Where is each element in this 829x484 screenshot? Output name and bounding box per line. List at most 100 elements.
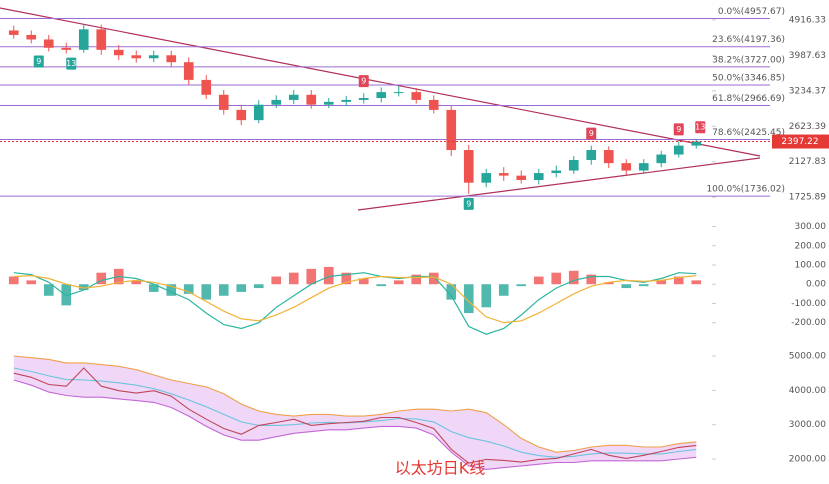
- y-tick-label: 0.00: [806, 280, 826, 290]
- fib-label: 50.0%(3346.85): [712, 74, 785, 84]
- macd-bar: [481, 284, 492, 308]
- candle-body: [656, 154, 667, 164]
- macd-bar: [411, 274, 422, 285]
- sequence-marker: [358, 75, 369, 88]
- upper-line: [13, 355, 697, 453]
- band-fill: [13, 356, 697, 470]
- candle-body: [323, 101, 334, 105]
- macd-bar: [586, 274, 597, 285]
- candle-body: [306, 94, 317, 105]
- sequence-marker: [33, 55, 44, 68]
- candle-body: [428, 99, 439, 110]
- macd-bar: [358, 278, 369, 285]
- macd-bar: [428, 272, 439, 285]
- sequence-marker: [586, 127, 597, 140]
- macd-bar: [568, 270, 579, 285]
- candle-body: [96, 29, 107, 50]
- y-tick-label: 5000.00: [789, 351, 826, 361]
- macd-bar: [323, 266, 334, 285]
- y-tick-label: 1725.89: [789, 193, 826, 203]
- macd-line: [13, 272, 697, 335]
- sequence-marker: [673, 123, 684, 136]
- candle-body: [8, 30, 19, 35]
- macd-bar: [516, 284, 527, 287]
- fib-label: 38.2%(3727.00): [712, 55, 785, 65]
- macd-bar: [166, 284, 177, 296]
- y-tick-label: 4916.33: [789, 15, 826, 25]
- macd-bar: [446, 284, 457, 300]
- candle-body: [516, 175, 527, 181]
- y-tick-label: 3234.37: [789, 86, 826, 96]
- macd-bar: [218, 284, 229, 296]
- macd-bar: [236, 284, 247, 292]
- y-tick-label: 200.00: [795, 241, 827, 251]
- candle-body: [61, 47, 72, 50]
- candle-body: [411, 92, 422, 100]
- candle-body: [341, 99, 352, 102]
- macd-bar: [603, 282, 614, 285]
- sequence-label: 9: [361, 77, 366, 86]
- macd-bar: [691, 280, 702, 285]
- candle-body: [621, 163, 632, 171]
- candle-body: [446, 109, 457, 151]
- macd-bar: [183, 284, 194, 294]
- candle-body: [551, 170, 562, 174]
- macd-line: [13, 274, 697, 324]
- candle-body: [463, 150, 474, 183]
- candle-body: [376, 92, 387, 99]
- sequence-label: 13: [66, 59, 76, 68]
- macd-bar: [26, 280, 37, 285]
- macd-bar: [638, 284, 649, 287]
- fib-label: 23.6%(4197.36): [712, 35, 785, 45]
- y-tick-label: 3000.00: [789, 420, 826, 430]
- macd-bar: [253, 284, 264, 289]
- macd-bar: [201, 284, 212, 300]
- candle-body: [393, 92, 404, 94]
- trend-line-lower: [357, 157, 761, 211]
- candle-body: [481, 173, 492, 183]
- candle-body: [236, 109, 247, 121]
- macd-bar: [306, 268, 317, 285]
- macd-bar: [551, 272, 562, 285]
- candle-body: [201, 79, 212, 95]
- y-tick-label: 3987.63: [789, 51, 826, 61]
- macd-bar: [8, 276, 19, 285]
- candle-body: [166, 55, 177, 63]
- macd-bar: [288, 272, 299, 285]
- y-tick-label: -100.00: [791, 299, 826, 309]
- candle-body: [638, 163, 649, 171]
- candle-body: [78, 29, 89, 50]
- sequence-marker: [695, 121, 706, 134]
- sequence-label: 9: [36, 57, 41, 66]
- fib-label: 61.8%(2966.69): [712, 94, 785, 104]
- macd-bar: [376, 284, 387, 287]
- sequence-label: 9: [676, 125, 681, 134]
- fib-label: 0.0%(4957.67): [718, 7, 785, 17]
- caption: 以太坊日K线: [395, 459, 486, 478]
- macd-bar: [341, 272, 352, 285]
- sequence-label: 9: [589, 129, 594, 138]
- candle-body: [691, 141, 702, 146]
- y-tick-label: 2000.00: [789, 455, 826, 465]
- macd-bar: [673, 276, 684, 285]
- macd-bar: [43, 284, 54, 296]
- candle-body: [358, 98, 369, 100]
- macd-bar: [463, 284, 474, 314]
- macd-bar: [271, 276, 282, 285]
- candle-body: [673, 145, 684, 155]
- y-tick-label: -200.00: [791, 318, 826, 328]
- candle-body: [26, 34, 37, 40]
- macd-bar: [621, 284, 632, 289]
- candle-body: [498, 173, 509, 176]
- candle-body: [568, 159, 579, 171]
- candle-body: [253, 104, 264, 121]
- trend-line-upper: [0, 7, 761, 157]
- candle-body: [271, 99, 282, 105]
- y-tick-label: 4000.00: [789, 386, 826, 396]
- sequence-marker: [66, 57, 77, 70]
- y-tick-label: 2127.83: [789, 157, 826, 167]
- candle-body: [218, 94, 229, 110]
- macd-bar: [131, 280, 142, 285]
- sequence-label: 13: [695, 123, 705, 132]
